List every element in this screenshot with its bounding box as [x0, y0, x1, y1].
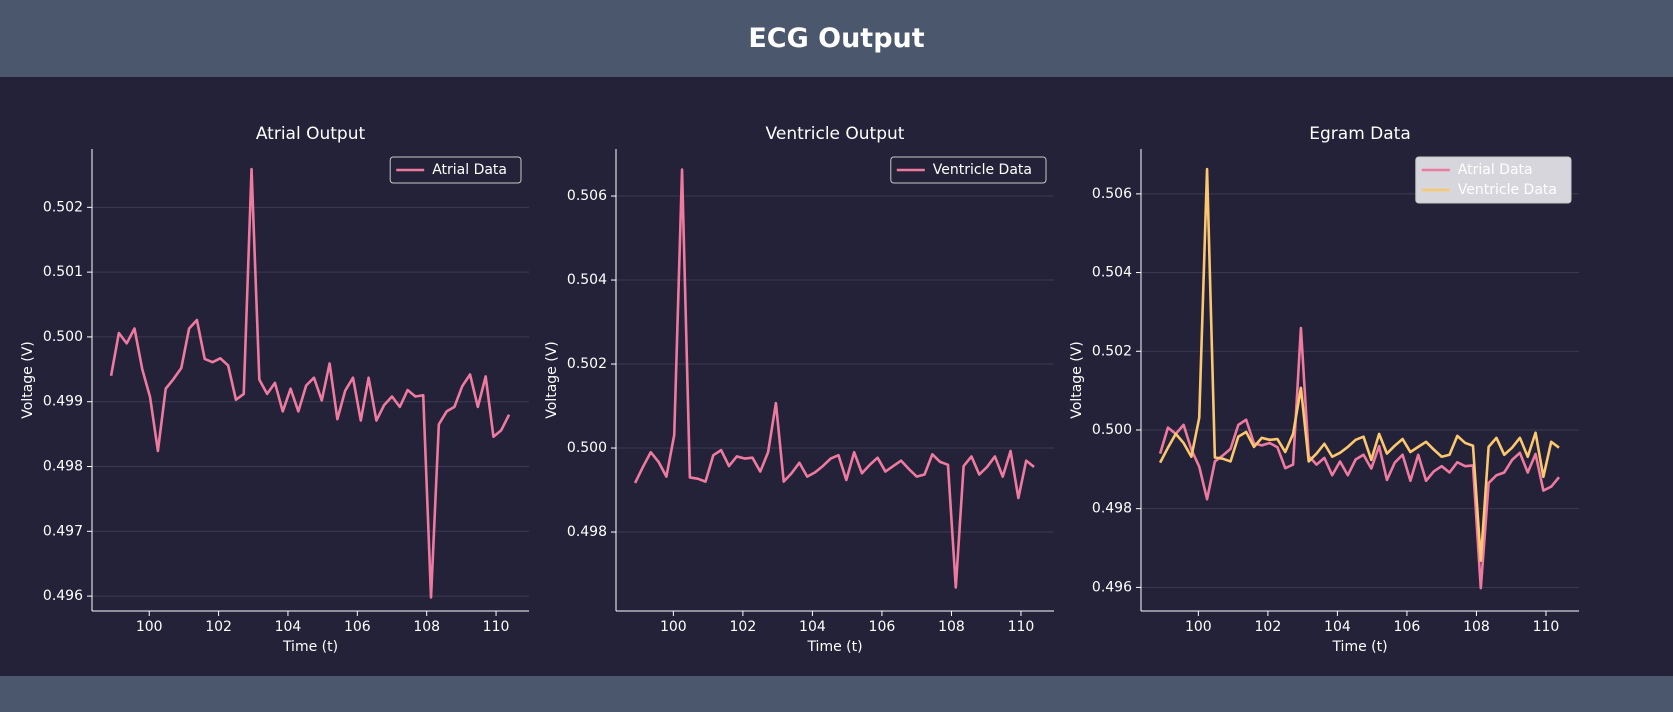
- legend-box: [890, 156, 1047, 184]
- x-tick-label: 102: [1255, 619, 1282, 635]
- y-tick-label: 0.502: [43, 199, 83, 215]
- y-tick-label: 0.497: [43, 523, 83, 539]
- x-tick-label: 106: [869, 619, 896, 635]
- y-axis-label: Voltage (V): [544, 341, 560, 418]
- y-tick-label: 0.498: [567, 524, 607, 540]
- x-tick-label: 104: [1324, 619, 1351, 635]
- data-line: [1158, 167, 1560, 562]
- x-tick-label: 102: [730, 619, 757, 635]
- x-tick-label: 108: [413, 619, 440, 635]
- x-tick-label: 100: [136, 619, 163, 635]
- y-tick-label: 0.502: [1092, 343, 1132, 359]
- x-axis-label: Time (t): [1331, 639, 1387, 655]
- x-tick-label: 100: [660, 619, 687, 635]
- chart-title: Egram Data: [1309, 124, 1411, 144]
- legend: Ventricle Data: [890, 156, 1047, 184]
- x-tick-label: 106: [1394, 619, 1421, 635]
- header-title: ECG Output: [748, 23, 925, 54]
- x-tick-label: 106: [344, 619, 371, 635]
- y-tick-label: 0.500: [43, 329, 83, 345]
- legend: Atrial Data: [389, 156, 522, 184]
- y-tick-label: 0.500: [567, 440, 607, 456]
- y-axis-label: Voltage (V): [1069, 341, 1085, 418]
- x-tick-label: 104: [275, 619, 302, 635]
- chart-title: Atrial Output: [256, 124, 366, 144]
- y-tick-label: 0.500: [1092, 422, 1132, 438]
- y-axis-label: Voltage (V): [20, 341, 36, 418]
- data-line: [633, 168, 1035, 589]
- x-axis-label: Time (t): [282, 639, 338, 655]
- x-tick-label: 110: [483, 619, 510, 635]
- data-line: [109, 167, 511, 599]
- footer-bar: [0, 676, 1673, 712]
- x-tick-label: 108: [938, 619, 965, 635]
- legend: Atrial Data Ventricle Data: [1415, 156, 1572, 204]
- legend-label: Ventricle Data: [933, 162, 1032, 178]
- y-tick-label: 0.496: [1092, 579, 1132, 595]
- x-tick-label: 110: [1008, 619, 1035, 635]
- legend-box: [389, 156, 522, 184]
- y-tick-label: 0.498: [1092, 501, 1132, 517]
- legend-label: Atrial Data: [1458, 162, 1533, 178]
- y-tick-label: 0.502: [567, 356, 607, 372]
- y-tick-label: 0.506: [1092, 186, 1132, 202]
- legend-label: Atrial Data: [432, 162, 507, 178]
- y-tick-label: 0.498: [43, 459, 83, 475]
- x-tick-label: 102: [205, 619, 232, 635]
- x-tick-label: 104: [799, 619, 826, 635]
- y-tick-label: 0.499: [43, 394, 83, 410]
- legend-label: Ventricle Data: [1458, 182, 1557, 198]
- y-tick-label: 0.501: [43, 264, 83, 280]
- x-tick-label: 110: [1533, 619, 1560, 635]
- header: ECG Output: [0, 0, 1673, 77]
- x-tick-label: 108: [1463, 619, 1490, 635]
- x-tick-label: 100: [1185, 619, 1212, 635]
- y-tick-label: 0.504: [567, 272, 607, 288]
- y-tick-label: 0.496: [43, 588, 83, 604]
- data-line: [1158, 326, 1561, 590]
- chart-title: Ventricle Output: [766, 124, 905, 144]
- legend-box: [1415, 156, 1572, 204]
- x-axis-label: Time (t): [806, 639, 862, 655]
- y-tick-label: 0.506: [567, 188, 607, 204]
- y-tick-label: 0.504: [1092, 265, 1132, 281]
